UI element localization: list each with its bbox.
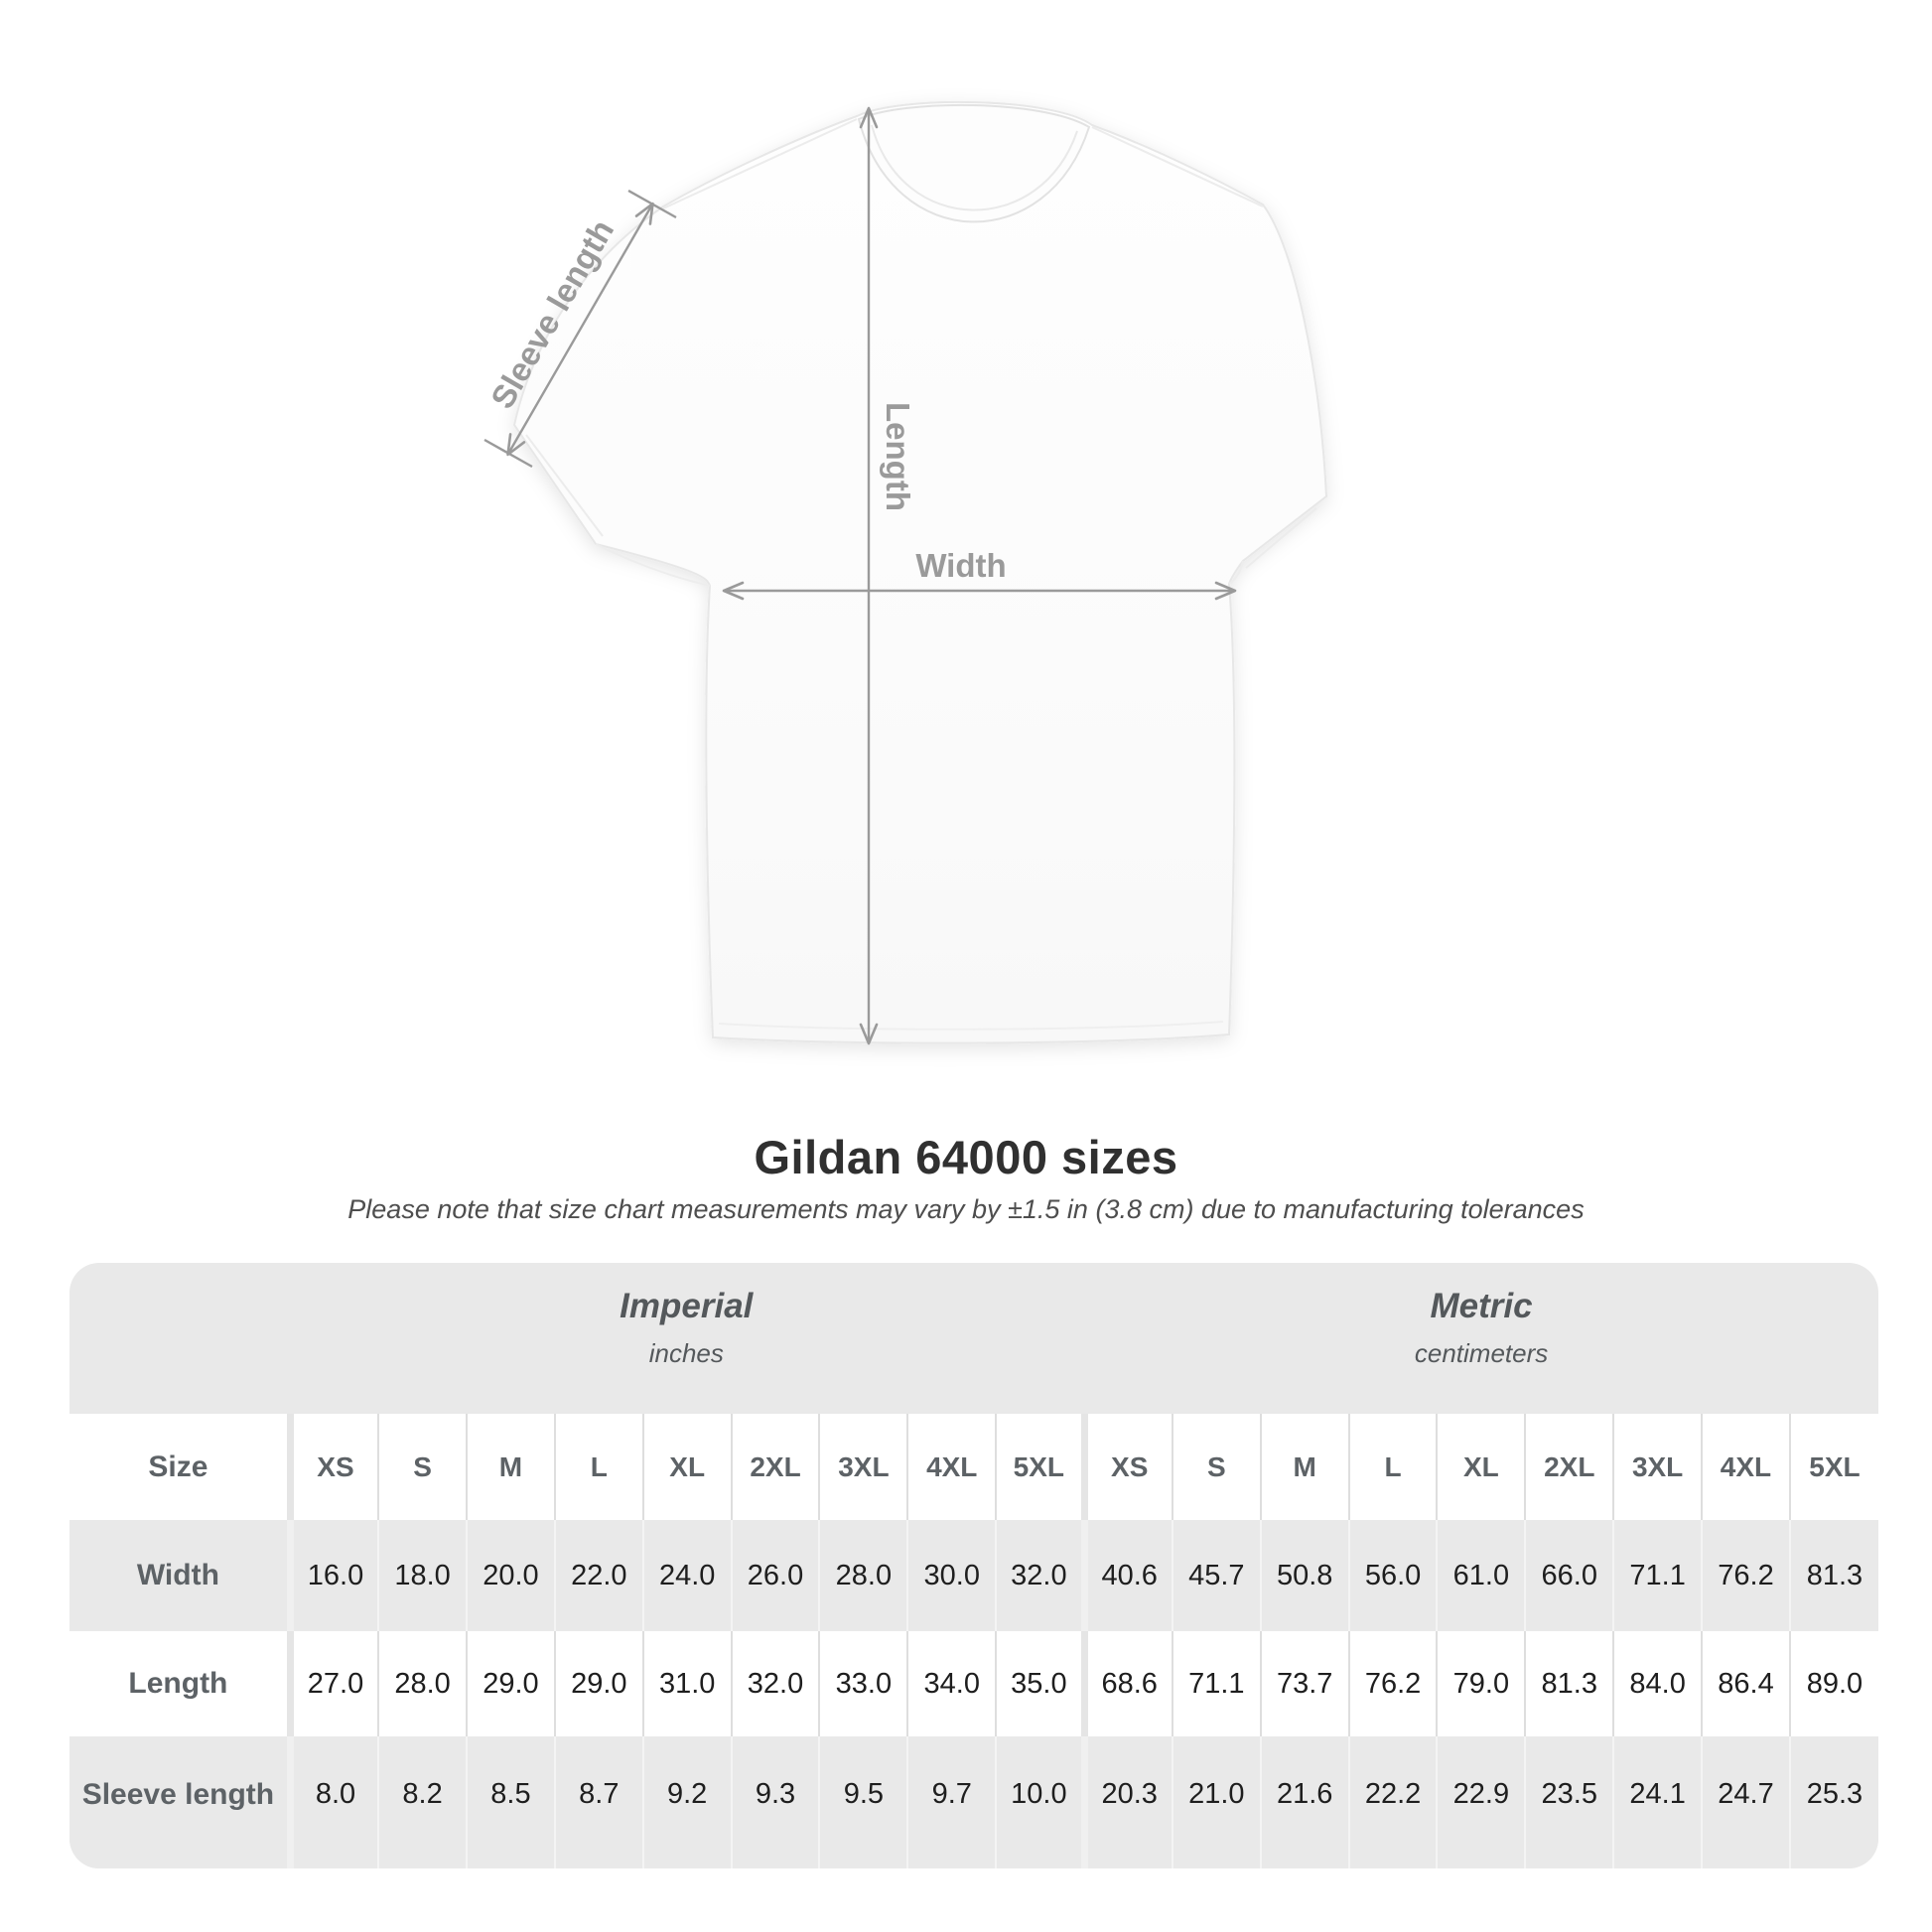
- size-5xl-metric: 5XL: [1788, 1414, 1878, 1520]
- size-xs-imperial: XS: [286, 1414, 379, 1520]
- tolerance-note: Please note that size chart measurements…: [347, 1194, 1585, 1224]
- cell: 10.0: [995, 1736, 1085, 1868]
- cell: 8.0: [286, 1736, 379, 1868]
- size-m-imperial: M: [466, 1414, 555, 1520]
- size-xl-metric: XL: [1436, 1414, 1526, 1520]
- cell: 56.0: [1347, 1520, 1438, 1631]
- size-xl-imperial: XL: [641, 1414, 732, 1520]
- cell: 71.1: [1171, 1631, 1261, 1736]
- cell: 73.7: [1259, 1631, 1349, 1736]
- metric-label: Metric: [1430, 1287, 1533, 1325]
- cell: 27.0: [286, 1631, 379, 1736]
- cell: 66.0: [1524, 1520, 1614, 1631]
- table-header-row: Size XS S M L XL 2XL 3XL 4XL 5XL XS S M …: [69, 1414, 1878, 1520]
- cell: 25.3: [1788, 1736, 1878, 1868]
- table-row-length: Length 27.0 28.0 29.0 29.0 31.0 32.0 33.…: [69, 1631, 1878, 1736]
- cell: 9.7: [906, 1736, 997, 1868]
- size-2xl-metric: 2XL: [1524, 1414, 1614, 1520]
- cell: 29.0: [553, 1631, 643, 1736]
- cell: 32.0: [730, 1631, 820, 1736]
- cell: 45.7: [1171, 1520, 1261, 1631]
- cell: 76.2: [1347, 1631, 1438, 1736]
- cell: 8.5: [466, 1736, 555, 1868]
- sleeve-arrow: [506, 202, 654, 457]
- imperial-sublabel: inches: [648, 1338, 724, 1368]
- length-label: Length: [880, 402, 916, 511]
- cell: 35.0: [995, 1631, 1085, 1736]
- size-xs-metric: XS: [1080, 1414, 1173, 1520]
- cell: 40.6: [1080, 1520, 1173, 1631]
- cell: 24.7: [1701, 1736, 1790, 1868]
- cell: 84.0: [1612, 1631, 1703, 1736]
- sleeve-row-label: Sleeve length: [81, 1777, 275, 1811]
- cell: 21.6: [1259, 1736, 1349, 1868]
- cell: 9.5: [818, 1736, 908, 1868]
- cell: 8.7: [553, 1736, 643, 1868]
- cell: 9.3: [730, 1736, 820, 1868]
- table-row-sleeve-length: Sleeve length 8.0 8.2 8.5 8.7 9.2 9.3 9.…: [69, 1736, 1878, 1868]
- cell: 81.3: [1524, 1631, 1614, 1736]
- cell: 8.2: [377, 1736, 468, 1868]
- cell: 76.2: [1701, 1520, 1790, 1631]
- cell: 32.0: [995, 1520, 1085, 1631]
- size-2xl-imperial: 2XL: [730, 1414, 820, 1520]
- cell: 24.0: [641, 1520, 732, 1631]
- cell: 30.0: [906, 1520, 997, 1631]
- page-title: Gildan 64000 sizes: [754, 1131, 1178, 1183]
- cell: 24.1: [1612, 1736, 1703, 1868]
- cell: 9.2: [641, 1736, 732, 1868]
- cell: 22.0: [553, 1520, 643, 1631]
- cell: 28.0: [818, 1520, 908, 1631]
- cell: 20.0: [466, 1520, 555, 1631]
- tshirt-measurement-diagram: Sleeve length Length Width: [483, 100, 1328, 1045]
- width-row-label: Width: [136, 1559, 219, 1591]
- width-label: Width: [915, 547, 1006, 584]
- unit-header-band: Imperial inches Metric centimeters: [69, 1263, 1878, 1414]
- cell: 22.9: [1436, 1736, 1526, 1868]
- size-5xl-imperial: 5XL: [995, 1414, 1085, 1520]
- table-row-width: Width 16.0 18.0 20.0 22.0 24.0 26.0 28.0…: [69, 1520, 1878, 1631]
- cell: 18.0: [377, 1520, 468, 1631]
- cell: 34.0: [906, 1631, 997, 1736]
- size-4xl-metric: 4XL: [1701, 1414, 1790, 1520]
- cell: 31.0: [641, 1631, 732, 1736]
- size-table: Size XS S M L XL 2XL 3XL 4XL 5XL XS S M …: [69, 1414, 1878, 1868]
- size-3xl-imperial: 3XL: [818, 1414, 908, 1520]
- cell: 16.0: [286, 1520, 379, 1631]
- metric-sublabel: centimeters: [1414, 1338, 1549, 1368]
- cell: 68.6: [1080, 1631, 1173, 1736]
- cell: 23.5: [1524, 1736, 1614, 1868]
- size-m-metric: M: [1259, 1414, 1349, 1520]
- imperial-unit-header: Imperial inches: [620, 1287, 753, 1369]
- cell: 26.0: [730, 1520, 820, 1631]
- cell: 20.3: [1080, 1736, 1173, 1868]
- cell: 33.0: [818, 1631, 908, 1736]
- length-row-label: Length: [128, 1667, 228, 1700]
- size-l-metric: L: [1347, 1414, 1438, 1520]
- size-4xl-imperial: 4XL: [906, 1414, 997, 1520]
- cell: 29.0: [466, 1631, 555, 1736]
- size-table-panel: Imperial inches Metric centimeters Size …: [69, 1263, 1878, 1868]
- cell: 61.0: [1436, 1520, 1526, 1631]
- cell: 89.0: [1788, 1631, 1878, 1736]
- metric-unit-header: Metric centimeters: [1415, 1287, 1548, 1369]
- dimension-arrows: [483, 106, 1237, 1045]
- size-l-imperial: L: [553, 1414, 643, 1520]
- cell: 22.2: [1347, 1736, 1438, 1868]
- cell: 81.3: [1788, 1520, 1878, 1631]
- cell: 79.0: [1436, 1631, 1526, 1736]
- imperial-label: Imperial: [620, 1287, 754, 1325]
- cell: 86.4: [1701, 1631, 1790, 1736]
- size-s-metric: S: [1171, 1414, 1261, 1520]
- size-3xl-metric: 3XL: [1612, 1414, 1703, 1520]
- cell: 21.0: [1171, 1736, 1261, 1868]
- size-s-imperial: S: [377, 1414, 468, 1520]
- size-column-header: Size: [148, 1449, 208, 1483]
- cell: 71.1: [1612, 1520, 1703, 1631]
- tshirt-graphic: [512, 100, 1328, 1044]
- cell: 28.0: [377, 1631, 468, 1736]
- cell: 50.8: [1259, 1520, 1349, 1631]
